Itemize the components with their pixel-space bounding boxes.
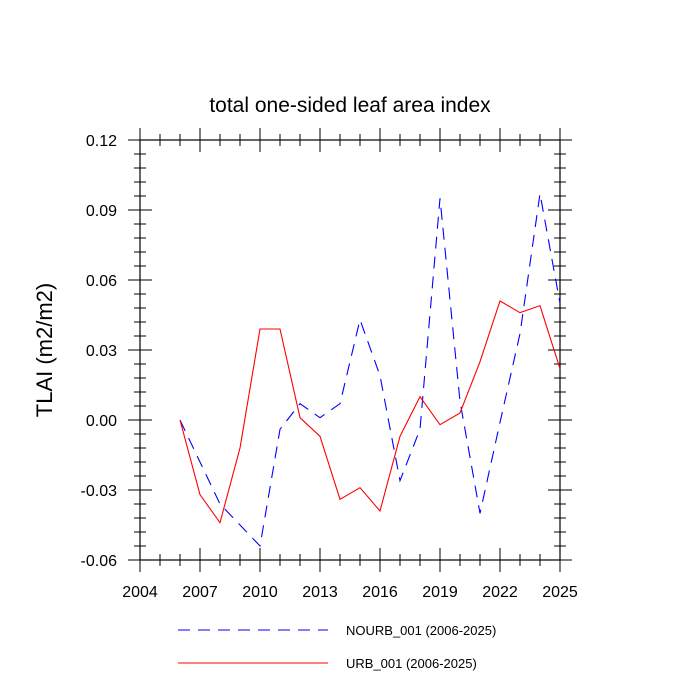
x-tick-label: 2004 (122, 584, 158, 601)
axis-ticks (128, 128, 572, 572)
y-tick-label: 0.06 (86, 273, 117, 290)
x-tick-label: 2025 (542, 584, 578, 601)
series-lines (179, 193, 561, 548)
legend-label: NOURB_001 (2006-2025) (346, 623, 496, 638)
y-tick-label: 0.03 (86, 343, 117, 360)
y-tick-label: -0.06 (81, 553, 118, 570)
y-axis-label: TLAI (m2/m2) (32, 283, 57, 417)
plot-frame (139, 139, 561, 561)
chart-title: total one-sided leaf area index (209, 94, 491, 117)
y-tick-label: 0.00 (86, 413, 117, 430)
x-tick-label: 2010 (242, 584, 278, 601)
x-tick-label: 2022 (482, 584, 518, 601)
x-tick-label: 2019 (422, 584, 458, 601)
series-line (179, 193, 561, 548)
x-tick-label: 2016 (362, 584, 398, 601)
x-tick-label: 2013 (302, 584, 338, 601)
legend: NOURB_001 (2006-2025) URB_001 (2006-2025) (178, 623, 496, 671)
y-tick-label: -0.03 (81, 483, 118, 500)
x-tick-label: 2007 (182, 584, 218, 601)
series-line (179, 300, 561, 524)
axis-tick-labels: 2004 2007 2010 2013 2016 2019 2022 2025 -0.06 -0.… (81, 133, 578, 601)
legend-label: URB_001 (2006-2025) (346, 656, 477, 671)
y-tick-label: 0.09 (86, 203, 117, 220)
y-tick-label: 0.12 (86, 133, 117, 150)
